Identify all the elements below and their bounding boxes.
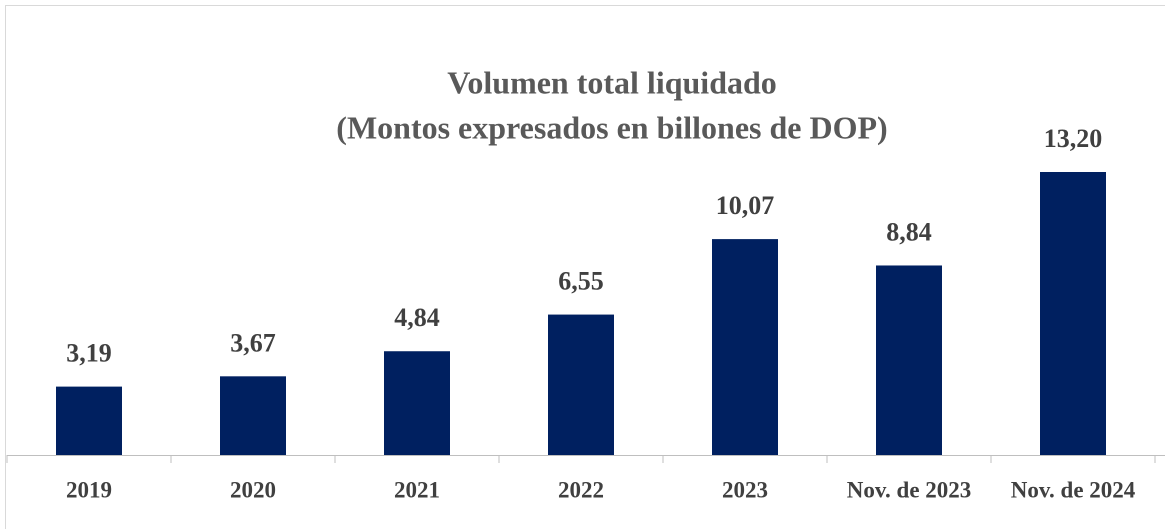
value-label: 4,84 (394, 303, 440, 332)
bar (56, 386, 122, 455)
x-tick-label: 2019 (66, 477, 112, 502)
value-label: 3,67 (230, 328, 276, 357)
value-label: 8,84 (886, 217, 932, 246)
x-tick-label: Nov. de 2024 (1011, 477, 1136, 502)
bar (876, 265, 942, 455)
chart-frame (5, 5, 1165, 529)
x-tick-label: 2022 (558, 477, 604, 502)
value-label: 3,19 (66, 339, 112, 368)
chart-title: Volumen total liquidado (447, 64, 777, 100)
chart-subtitle: (Montos expresados en billones de DOP) (336, 109, 887, 145)
value-label: 6,55 (558, 267, 604, 296)
bar (220, 376, 286, 455)
value-label: 10,07 (716, 191, 775, 220)
x-tick-label: 2023 (722, 477, 768, 502)
bar (548, 314, 614, 455)
x-tick-label: Nov. de 2023 (847, 477, 972, 502)
x-tick-label: 2020 (230, 477, 276, 502)
x-tick-label: 2021 (394, 477, 440, 502)
value-label: 13,20 (1044, 124, 1103, 153)
bar (384, 351, 450, 455)
bar (1040, 172, 1106, 455)
bar (712, 239, 778, 455)
